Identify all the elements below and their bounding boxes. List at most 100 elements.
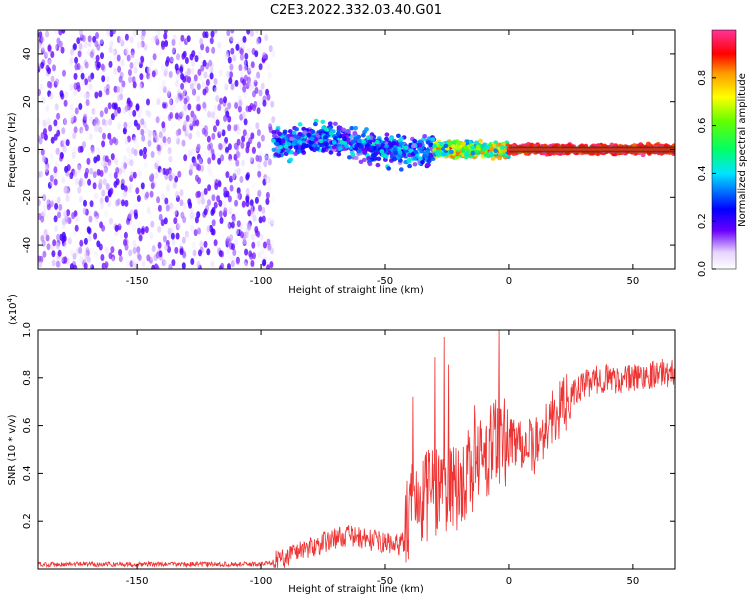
- heatmap-cell: [255, 37, 260, 45]
- heatmap-cell: [258, 89, 263, 97]
- heatmap-cell: [209, 37, 214, 45]
- x-tick-label: 50: [626, 576, 639, 587]
- heatmap-cell: [132, 109, 137, 117]
- heatmap-cell: [133, 59, 138, 67]
- heatmap-cell: [46, 243, 51, 251]
- heatmap-cell: [246, 47, 251, 55]
- heatmap-cell: [167, 147, 172, 155]
- heatmap-cell: [140, 128, 145, 136]
- heatmap-cell: [250, 224, 255, 231]
- heatmap-cell: [251, 241, 256, 249]
- heatmap-cell: [129, 195, 134, 203]
- heatmap-cell: [128, 183, 133, 191]
- heatmap-cell: [84, 78, 88, 86]
- heatmap-cell: [266, 93, 271, 101]
- heatmap-cell: [96, 154, 101, 162]
- heatmap-cell: [157, 77, 162, 84]
- heatmap-cell: [208, 169, 213, 177]
- heatmap-cell: [197, 68, 202, 76]
- y-tick-label: 0.8: [22, 370, 33, 386]
- heatmap-cell: [262, 178, 267, 186]
- heatmap-cell: [42, 250, 47, 258]
- heatmap-cell: [203, 188, 208, 195]
- heatmap-cell: [206, 225, 211, 233]
- heatmap-cell: [63, 210, 67, 218]
- heatmap-cell: [54, 103, 59, 111]
- heatmap-cell: [255, 122, 260, 130]
- heatmap-cell: [55, 78, 60, 86]
- heatmap-cell: [204, 146, 209, 154]
- heatmap-cell: [257, 162, 262, 170]
- heatmap-cell: [399, 141, 404, 146]
- heatmap-cell: [71, 212, 76, 220]
- heatmap-cell: [125, 259, 130, 267]
- heatmap-cell: [116, 54, 121, 62]
- heatmap-cell: [174, 135, 178, 143]
- heatmap-cell: [101, 75, 106, 83]
- heatmap-cell: [463, 152, 469, 158]
- heatmap-cell: [354, 143, 359, 149]
- heatmap-cell: [136, 123, 141, 131]
- heatmap-cell: [77, 163, 82, 171]
- heatmap-cell: [219, 64, 224, 72]
- heatmap-cell: [79, 239, 84, 247]
- heatmap-cell: [236, 168, 241, 175]
- heatmap-cell: [142, 152, 147, 160]
- heatmap-cell: [79, 30, 83, 37]
- heatmap-cell: [267, 185, 272, 193]
- heatmap-cell: [113, 109, 118, 117]
- heatmap-cell: [314, 133, 320, 138]
- heatmap-cell: [166, 184, 171, 192]
- heatmap-cell: [211, 252, 215, 260]
- heatmap-cell: [265, 198, 270, 205]
- heatmap-cell: [162, 167, 167, 175]
- heatmap-cell: [271, 130, 277, 135]
- heatmap-cell: [237, 105, 242, 113]
- heatmap-cell: [344, 144, 350, 149]
- heatmap-cell: [260, 82, 265, 90]
- heatmap-cell: [171, 238, 176, 246]
- heatmap-cell: [184, 57, 189, 64]
- heatmap-cell: [213, 104, 218, 112]
- heatmap-cell: [250, 233, 255, 241]
- heatmap-cell: [233, 124, 238, 132]
- heatmap-cell: [289, 136, 294, 141]
- heatmap-cell: [482, 142, 487, 147]
- heatmap-cell: [69, 56, 74, 64]
- heatmap-cell: [226, 50, 231, 57]
- heatmap-cell: [190, 224, 195, 232]
- heatmap-cell: [181, 262, 186, 269]
- heatmap-cell: [267, 158, 272, 166]
- heatmap-cell: [275, 126, 281, 131]
- heatmap-cell: [105, 183, 110, 191]
- heatmap-cell: [379, 149, 385, 154]
- heatmap-cell: [77, 50, 82, 58]
- heatmap-cell: [232, 54, 237, 62]
- heatmap-cell: [157, 165, 162, 173]
- heatmap-cell: [164, 244, 169, 251]
- y-tick-label: 40: [22, 48, 33, 61]
- heatmap-cell: [108, 46, 113, 54]
- heatmap-cell: [45, 50, 50, 58]
- heatmap-cell: [231, 243, 236, 251]
- heatmap-cell: [45, 168, 49, 176]
- heatmap-cell: [245, 195, 250, 203]
- heatmap-cell: [144, 126, 149, 134]
- heatmap-cell: [172, 47, 176, 55]
- heatmap-cell: [60, 46, 65, 54]
- heatmap-cell: [206, 135, 211, 143]
- heatmap-cell: [55, 43, 60, 51]
- heatmap-cell: [88, 215, 93, 223]
- heatmap-cell: [244, 111, 249, 119]
- heatmap-cell: [85, 92, 90, 100]
- heatmap-cell: [111, 48, 116, 56]
- heatmap-cell: [38, 31, 43, 39]
- heatmap-cell: [121, 80, 126, 88]
- heatmap-cell: [252, 265, 257, 269]
- heatmap-cell: [417, 142, 423, 148]
- heatmap-cell: [244, 259, 248, 267]
- heatmap-cell: [271, 195, 276, 203]
- heatmap-cell: [234, 199, 239, 207]
- heatmap-cell: [232, 215, 236, 223]
- heatmap-cell: [118, 255, 123, 263]
